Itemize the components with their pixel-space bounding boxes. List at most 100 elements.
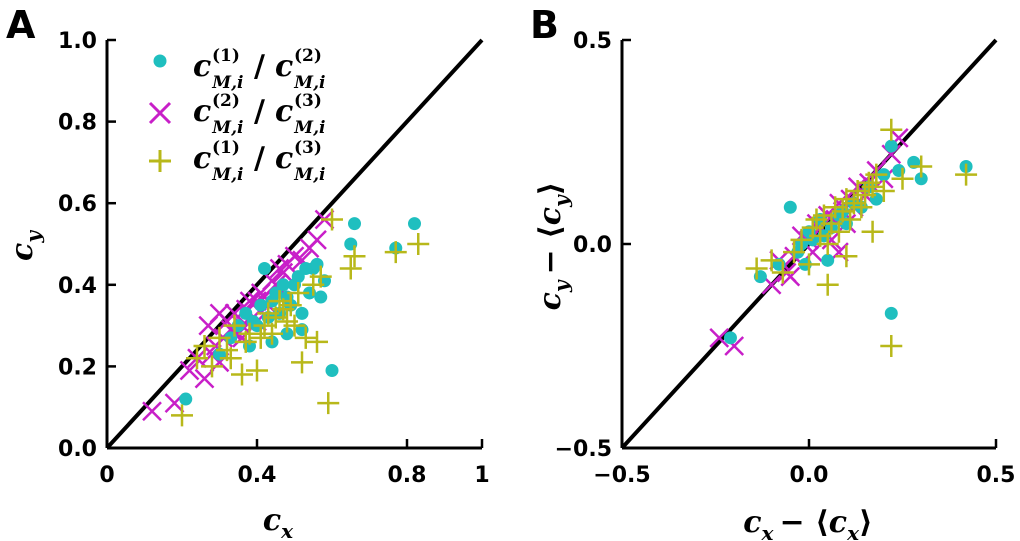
legend-3-separator: /: [254, 141, 265, 176]
panel-b-point-series1: [914, 172, 928, 186]
panel-b-point-series3: [745, 257, 768, 280]
panel-b-point-series1: [723, 331, 737, 345]
panel-a-x-tick-label: 1: [474, 463, 489, 488]
panel-b-point-series3: [816, 233, 839, 255]
panel-b-point-series3: [891, 167, 914, 190]
panel-a-point-series3: [219, 347, 242, 370]
panel-b-y-label-sub: y: [549, 279, 573, 293]
legend-1-num-symbol: c: [193, 49, 211, 84]
panel-a-point-series3: [238, 322, 261, 345]
panel-a-point-series3: [339, 257, 362, 280]
panel-a-point-series3: [407, 233, 430, 255]
panel-b-point-series3: [783, 241, 806, 264]
legend-label-1: cM,i(1) / cM,i(2): [193, 46, 325, 93]
panel-a-y-tick-label: 1.0: [58, 29, 97, 54]
legend-entry-3: cM,i(1) / cM,i(3): [149, 138, 325, 185]
panel-a-identity-line: [105, 38, 484, 450]
panel-a-point-series1: [276, 278, 290, 292]
panel-b-y-tick-label: 0.0: [573, 233, 612, 258]
panel-b-point-series3: [861, 220, 884, 243]
panel-a-ticks: 0 0.4 0.8 1 0.0 0.2 0.4 0.6 0.8 1.0: [58, 29, 490, 488]
panel-b-point-series3: [865, 163, 888, 186]
panel-b-point-series3: [827, 220, 850, 243]
panel-a: 0 0.4 0.8 10.00.20.40.60.81.0 cx cy cM,i(1)…: [5, 29, 490, 541]
panel-b-point-series3: [816, 273, 839, 296]
legend-2-den-sub: M,i: [293, 118, 325, 138]
panel-b-x-label-mean-suffix: ⟩: [859, 505, 873, 540]
panel-a-point-series3: [171, 404, 193, 427]
panel-b-point-series3: [790, 228, 813, 251]
panel-a-point-series3: [246, 359, 268, 382]
panel-a-point-series3: [294, 326, 317, 349]
panel-b-x-tick-label: 0.5: [977, 463, 1016, 488]
panel-a-point-series3: [309, 265, 332, 288]
legend-1-separator: /: [254, 49, 265, 84]
legend-1-den-sup: (2): [294, 46, 322, 66]
panel-b-y-label-base: c: [533, 292, 568, 310]
panel-b-point-series3: [835, 245, 858, 268]
panel-a-y-label-sub: y: [21, 230, 45, 244]
panel-a-y-tick-label: 0.0: [58, 437, 97, 462]
panel-a-point-series3: [279, 294, 302, 317]
legend-3-den-sup: (3): [294, 138, 322, 158]
panel-b-point-series3: [880, 335, 903, 357]
panel-a-point-series3: [291, 351, 313, 374]
panel-a-point-series2: [307, 230, 327, 250]
panel-b-points: [709, 118, 978, 357]
panel-b-y-tick-label: −0.5: [555, 437, 612, 462]
panel-b-point-series3: [850, 196, 873, 219]
panel-b-point-series3: [798, 253, 820, 276]
panel-a-y-tick-label: 0.8: [58, 111, 97, 136]
legend-1-den-sub: M,i: [293, 73, 325, 93]
panel-a-point-series3: [384, 241, 407, 264]
panel-a-point-series2: [209, 303, 230, 324]
panel-b-point-series2: [709, 327, 730, 348]
legend-marker-circle-icon: [153, 54, 167, 68]
panel-a-point-series3: [343, 245, 366, 268]
panel-a-point-series1: [295, 306, 309, 320]
panel-a-x-label: cx: [263, 503, 294, 541]
panel-a-point-series1: [314, 290, 328, 304]
panel-b-y-label-mean-suffix: ⟩: [533, 182, 568, 196]
panel-b-ticks: −0.5 0.0 0.5 −0.5 0.0 0.5: [555, 29, 1016, 488]
panel-b-point-series3: [872, 179, 895, 202]
panel-b-point-series3: [955, 163, 978, 186]
legend-2-den-symbol: c: [275, 94, 293, 129]
legend-2-num-symbol: c: [193, 94, 211, 129]
panel-a-y-tick-label: 0.2: [58, 355, 97, 380]
panel-a-point-series3: [208, 326, 231, 349]
panel-a-point-series3: [223, 314, 246, 337]
panel-a-point-series1: [325, 363, 339, 377]
panel-b-x-label-sub: x: [761, 521, 775, 541]
panel-b-point-series1: [884, 139, 898, 153]
panel-b-x-label-mean-base: c: [829, 505, 847, 540]
panel-b-point-series3: [839, 208, 862, 231]
legend-1-num-sup: (1): [212, 46, 240, 66]
panel-a-point-series1: [348, 217, 361, 231]
panel-a-x-label-base: c: [263, 503, 281, 538]
panel-b-point-series3: [771, 261, 794, 284]
legend-3-num-symbol: c: [193, 141, 211, 176]
panel-a-point-series1: [179, 392, 193, 406]
legend-3-den-symbol: c: [275, 141, 293, 176]
legend-2-separator: /: [254, 94, 265, 129]
panel-b-x-tick-label: −0.5: [593, 463, 650, 488]
panel-a-point-series1: [280, 327, 294, 341]
legend-2-num-sub: M,i: [211, 118, 243, 138]
legend-1-den-symbol: c: [275, 49, 293, 84]
panel-a-point-series3: [231, 363, 253, 386]
panel-label-a: A: [6, 3, 36, 47]
legend-label-3: cM,i(1) / cM,i(3): [193, 138, 325, 185]
panel-b-point-series3: [880, 118, 903, 141]
panel-a-y-label-base: c: [5, 243, 40, 261]
legend: cM,i(1) / cM,i(2) cM,i(2) / cM,i(3) cM,i(1) /…: [148, 46, 325, 185]
panel-a-point-series3: [321, 208, 343, 231]
panel-a-x-tick-label: 0.8: [388, 463, 427, 488]
panel-b: −0.5 0.0 0.5−0.50.00.5 cx − ⟨cx⟩ cy− ⟨cy⟩: [533, 29, 1015, 541]
panel-a-point-series3: [201, 355, 223, 378]
panel-a-x-tick-label: 0: [99, 463, 114, 488]
legend-3-num-sub: M,i: [211, 165, 243, 185]
panel-b-y-label-mean-sub: y: [549, 194, 573, 208]
legend-label-2: cM,i(2) / cM,i(3): [193, 91, 325, 138]
